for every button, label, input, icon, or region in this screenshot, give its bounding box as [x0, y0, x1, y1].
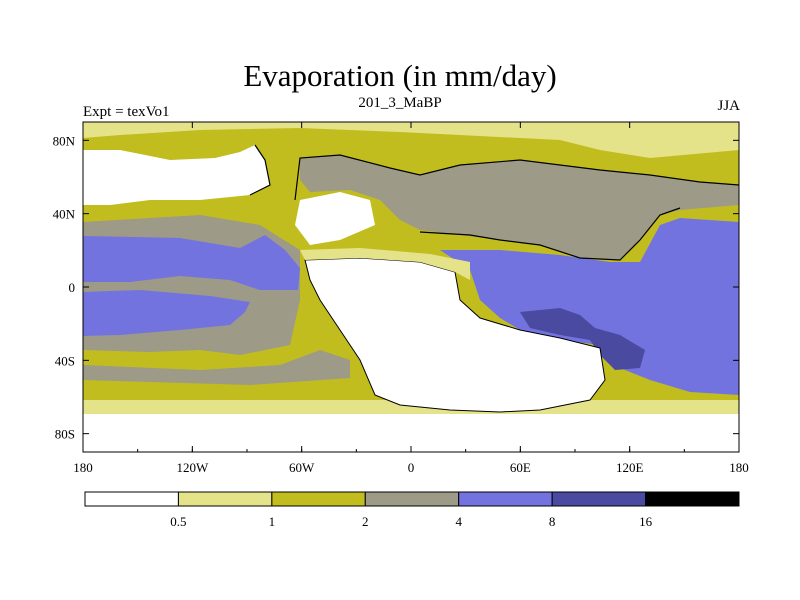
colorbar: 0.5 1 2 4 8 16: [84, 491, 740, 529]
x-tick-label: 120E: [616, 460, 644, 475]
colorbar-swatch: [645, 491, 740, 507]
south-pacific-blue-region: [83, 290, 250, 336]
northern-continent-gray: [300, 155, 739, 260]
arctic-light-region: [83, 122, 739, 158]
period-label: 201_3_MaBP: [358, 95, 442, 111]
x-axis-ticks: 180 120W 60W 0 60E 120E 180: [73, 122, 749, 475]
experiment-label: Expt = texVo1: [83, 104, 170, 120]
tethys-coastline: [419, 207, 681, 261]
map-title: Evaporation (in mm/day): [243, 58, 557, 93]
eastern-ocean-blue-region: [440, 218, 739, 395]
x-tick-label: 120W: [176, 460, 209, 475]
colorbar-swatch: [84, 491, 179, 507]
southern-light-band: [83, 400, 739, 415]
y-tick-label: 40N: [53, 207, 76, 222]
north-land-white-central: [295, 192, 375, 245]
colorbar-swatch: [271, 491, 366, 507]
colorbar-label: 8: [549, 514, 556, 529]
y-tick-label: 0: [69, 280, 76, 295]
y-tick-label: 80N: [53, 133, 76, 148]
y-axis-ticks: 80N 40N 0 40S 80S: [53, 133, 739, 442]
antarctic-white-band: [83, 414, 739, 452]
colorbar-label: 4: [455, 514, 462, 529]
map-field: [83, 122, 739, 452]
x-tick-label: 180: [73, 460, 93, 475]
colorbar-label: 0.5: [170, 514, 186, 529]
x-tick-label: 60W: [289, 460, 315, 475]
colorbar-swatch: [458, 491, 553, 507]
southern-continent-white: [304, 257, 606, 413]
north-land-white-west: [83, 145, 270, 205]
western-coastline: [249, 144, 271, 196]
continent-light-fringe: [300, 248, 470, 280]
y-tick-label: 40S: [55, 353, 75, 368]
x-tick-label: 0: [408, 460, 415, 475]
season-label: JJA: [717, 98, 740, 114]
y-tick-label: 80S: [55, 427, 75, 442]
colorbar-swatch: [177, 491, 273, 507]
x-tick-label: 60E: [510, 460, 531, 475]
peak-evaporation-region: [520, 308, 645, 370]
x-tick-label: 180: [729, 460, 749, 475]
colorbar-label: 1: [269, 514, 276, 529]
south-pacific-gray-band: [83, 350, 350, 385]
colorbar-swatch: [551, 491, 647, 507]
northern-coastline: [294, 154, 739, 201]
colorbar-label: 16: [639, 514, 653, 529]
north-pacific-blue-region: [83, 235, 300, 290]
colorbar-swatch: [364, 491, 460, 507]
colorbar-label: 2: [362, 514, 369, 529]
